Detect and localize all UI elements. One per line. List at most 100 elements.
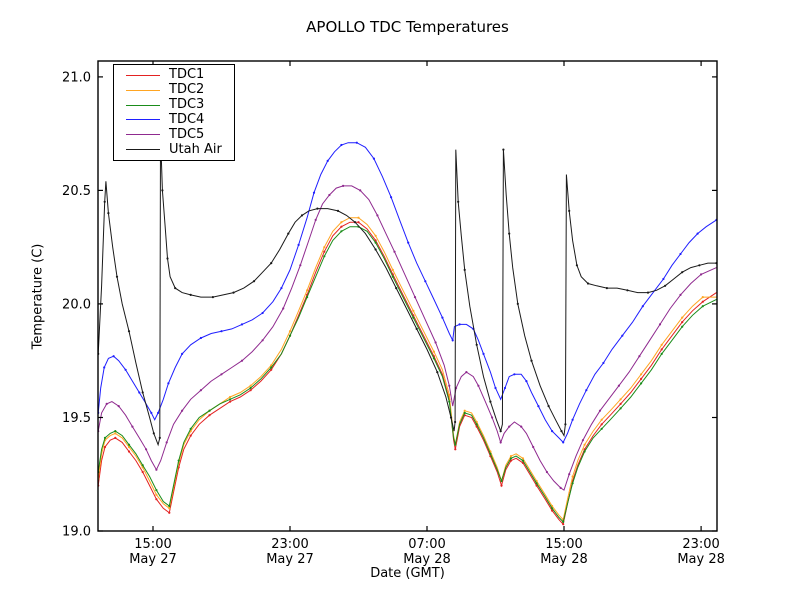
series-marker-tdc4 xyxy=(150,411,153,414)
series-marker-tdc3 xyxy=(288,334,292,337)
series-marker-tdc4 xyxy=(482,352,485,355)
series-marker-tdc4 xyxy=(424,280,427,283)
legend-line-sample-icon xyxy=(126,74,160,76)
series-marker-tdc2 xyxy=(155,493,158,496)
series-marker-tdc1 xyxy=(374,239,377,242)
series-marker-tdc5 xyxy=(465,371,468,374)
series-marker-tdc1 xyxy=(323,250,326,253)
series-marker-tdc4 xyxy=(280,287,283,290)
series-marker-utah-air xyxy=(568,209,571,212)
series-marker-utah-air xyxy=(316,207,319,210)
series-marker-tdc2 xyxy=(306,289,309,292)
series-marker-tdc4 xyxy=(458,323,461,326)
series-marker-tdc3 xyxy=(374,241,377,244)
series-marker-utah-air xyxy=(103,200,106,203)
series-marker-tdc2 xyxy=(323,246,326,249)
series-marker-tdc4 xyxy=(451,339,454,342)
series-marker-tdc5 xyxy=(434,341,437,344)
series-marker-tdc5 xyxy=(638,355,641,358)
series-marker-tdc3 xyxy=(571,482,574,485)
series-marker-tdc4 xyxy=(138,391,141,394)
series-marker-tdc3 xyxy=(681,325,684,328)
series-marker-tdc5 xyxy=(532,445,535,449)
series-marker-tdc4 xyxy=(571,418,574,421)
series-marker-tdc5 xyxy=(559,486,562,489)
series-marker-tdc2 xyxy=(357,216,360,219)
series-marker-tdc3 xyxy=(249,386,252,390)
y-tick-label: 19.5 xyxy=(62,411,91,426)
series-marker-utah-air xyxy=(141,391,144,394)
legend-label: TDC4 xyxy=(169,111,205,127)
series-marker-tdc2 xyxy=(270,364,273,367)
legend: TDC1 TDC2 TDC3 TDC4 TDC5 Utah Air xyxy=(113,64,235,161)
series-marker-tdc5 xyxy=(376,214,379,217)
series-marker-tdc4 xyxy=(340,143,343,147)
series-marker-tdc5 xyxy=(131,425,134,428)
legend-label: TDC1 xyxy=(169,67,205,83)
series-marker-tdc3 xyxy=(463,411,466,414)
series-marker-tdc4 xyxy=(513,373,516,376)
series-marker-tdc2 xyxy=(374,234,377,237)
series-marker-tdc1 xyxy=(660,348,663,351)
series-marker-tdc4 xyxy=(157,411,160,414)
x-tick-label: 15:00 May 27 xyxy=(129,537,177,567)
series-marker-tdc4 xyxy=(641,305,644,308)
series-marker-tdc5 xyxy=(181,409,184,412)
series-marker-tdc5 xyxy=(581,439,585,442)
series-marker-tdc5 xyxy=(393,250,396,253)
series-marker-tdc4 xyxy=(621,334,624,337)
series-marker-tdc3 xyxy=(521,459,525,462)
y-tick-label: 20.0 xyxy=(62,297,91,312)
series-marker-utah-air xyxy=(605,287,609,290)
series-marker-utah-air xyxy=(502,148,505,151)
series-marker-tdc4 xyxy=(537,405,540,408)
series-marker-tdc2 xyxy=(432,350,435,353)
legend-item-utah-air: Utah Air xyxy=(120,142,228,157)
series-marker-utah-air xyxy=(489,400,492,403)
series-marker-tdc2 xyxy=(583,443,586,446)
series-marker-utah-air xyxy=(211,296,214,299)
series-marker-utah-air xyxy=(530,359,533,362)
series-marker-tdc2 xyxy=(701,296,704,299)
series-marker-utah-air xyxy=(564,423,567,426)
series-marker-tdc1 xyxy=(551,509,554,512)
series-marker-tdc4 xyxy=(124,368,127,371)
series-marker-utah-air xyxy=(475,343,478,346)
series-marker-tdc2 xyxy=(412,309,415,312)
series-marker-tdc4 xyxy=(355,141,358,144)
series-marker-tdc4 xyxy=(103,366,106,369)
series-marker-tdc1 xyxy=(600,423,603,426)
series-marker-tdc4 xyxy=(679,252,682,256)
series-line-tdc4 xyxy=(98,142,717,444)
series-marker-tdc4 xyxy=(220,330,223,333)
series-marker-utah-air xyxy=(575,264,579,267)
series-marker-tdc2 xyxy=(249,384,252,387)
legend-label: TDC5 xyxy=(169,126,205,142)
series-marker-tdc4 xyxy=(390,196,393,199)
legend-item-tdc1: TDC1 xyxy=(120,68,228,83)
series-marker-utah-air xyxy=(336,209,340,212)
series-marker-tdc1 xyxy=(357,221,360,224)
chart-title: APOLLO TDC Temperatures xyxy=(306,18,509,36)
series-marker-tdc3 xyxy=(619,407,622,410)
series-marker-utah-air xyxy=(270,262,273,265)
series-marker-tdc3 xyxy=(535,482,538,485)
series-marker-tdc1 xyxy=(189,434,192,437)
series-line-utah-air xyxy=(98,133,717,447)
series-marker-utah-air xyxy=(252,280,256,283)
series-marker-tdc5 xyxy=(520,425,523,428)
series-marker-tdc5 xyxy=(359,189,362,192)
series-marker-tdc3 xyxy=(562,520,565,524)
legend-line-sample-icon xyxy=(126,104,160,106)
series-marker-tdc4 xyxy=(602,361,605,365)
series-marker-tdc5 xyxy=(199,389,202,392)
series-marker-utah-air xyxy=(586,282,590,285)
legend-line-sample-icon xyxy=(126,119,160,121)
series-marker-tdc3 xyxy=(500,479,503,483)
series-marker-tdc4 xyxy=(503,386,507,390)
series-marker-tdc5 xyxy=(617,384,621,387)
series-marker-tdc2 xyxy=(571,475,574,478)
series-marker-tdc4 xyxy=(372,157,375,160)
series-marker-tdc4 xyxy=(525,380,528,383)
